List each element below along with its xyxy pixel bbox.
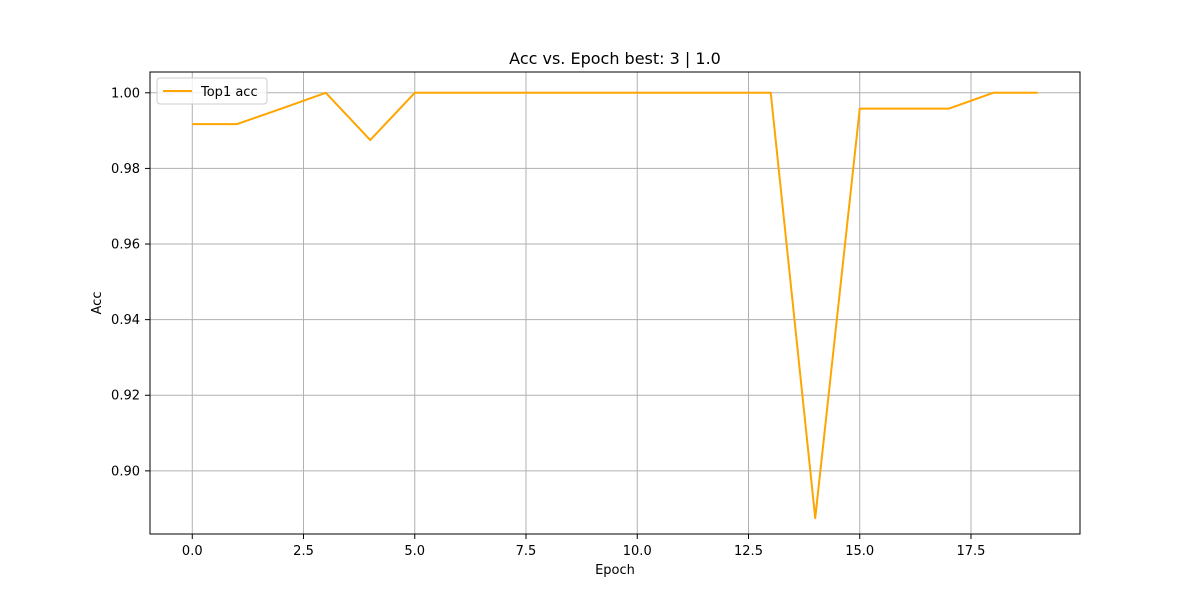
y-tick-label: 0.92: [111, 389, 140, 404]
y-tick-label: 1.00: [111, 86, 140, 101]
x-tick-label: 15.0: [845, 544, 874, 559]
y-tick-label: 0.96: [111, 238, 140, 253]
y-tick-label: 0.94: [111, 313, 140, 328]
x-tick-label: 12.5: [734, 544, 763, 559]
x-tick-label: 10.0: [623, 544, 652, 559]
x-tick-label: 7.5: [516, 544, 537, 559]
x-tick-label: 2.5: [293, 544, 314, 559]
x-tick-label: 17.5: [957, 544, 986, 559]
y-tick-label: 0.98: [111, 162, 140, 177]
x-axis-label: Epoch: [595, 563, 635, 578]
y-tick-label: 0.90: [111, 464, 140, 479]
legend: Top1 acc: [157, 78, 267, 104]
x-tick-label: 0.0: [182, 544, 203, 559]
y-axis-label: Acc: [90, 292, 105, 315]
legend-label-top1-acc: Top1 acc: [200, 85, 258, 100]
chart-title: Acc vs. Epoch best: 3 | 1.0: [509, 49, 721, 68]
x-tick-label: 5.0: [404, 544, 425, 559]
